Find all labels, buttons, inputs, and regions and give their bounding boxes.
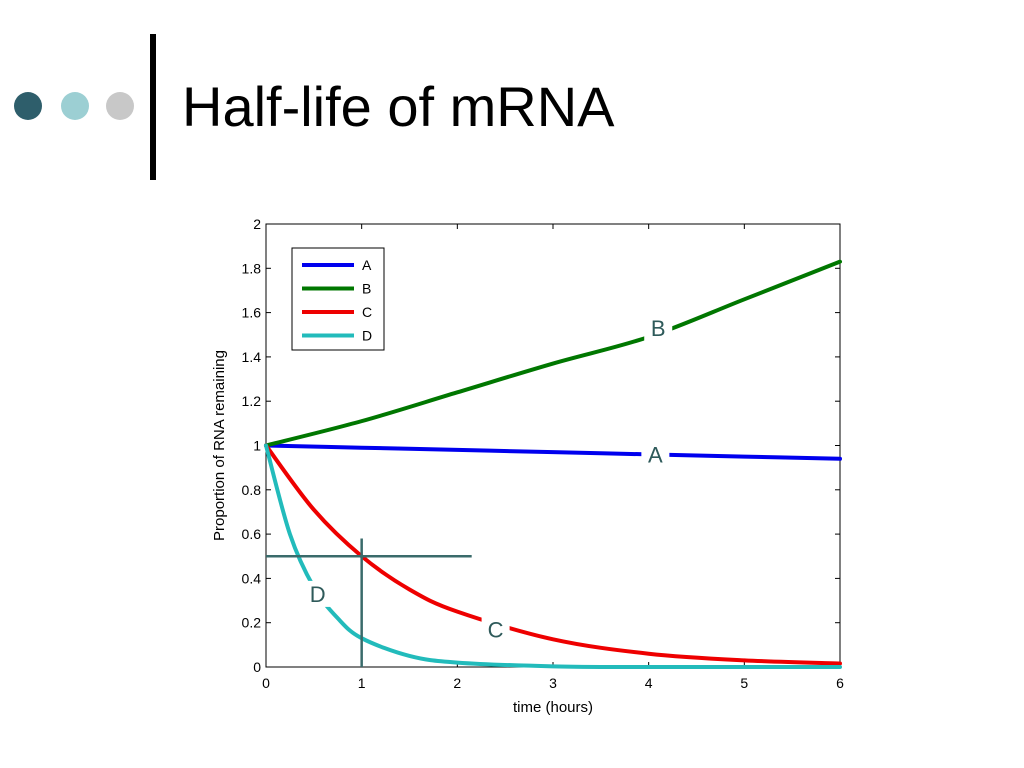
y-tick-label: 1.4 [242,349,262,365]
slide-title: Half-life of mRNA [182,75,615,138]
x-tick-label: 6 [836,675,844,691]
y-tick-label: 1.8 [242,260,262,276]
bullet-dot-gray [106,92,134,120]
plot-area: 0 1 2 3 4 5 6 0 0.2 0.4 0.6 0.8 1 1.2 1.4 1.6 1.8 2 time (… [211,216,844,716]
legend-label-d: D [362,328,372,344]
y-tick-label: 0.4 [242,570,262,586]
slide-bullet-dots [14,92,134,124]
y-tick-label: 2 [253,216,261,232]
y-tick-label: 0.8 [242,482,262,498]
legend-label-c: C [362,304,372,320]
legend-label-a: A [362,257,372,273]
x-tick-label: 5 [740,675,748,691]
bullet-dot-dark [14,92,42,120]
series-label-b: B [651,316,666,341]
legend-label-b: B [362,281,371,297]
title-divider-bar [150,34,156,180]
series-line-a [264,443,842,461]
annotation-knockout [641,441,670,468]
x-tick-label: 1 [358,675,366,691]
x-tick-label: 2 [453,675,461,691]
y-tick-label: 1.6 [242,305,262,321]
y-tick-label: 1.2 [242,393,262,409]
x-tick-label: 0 [262,675,270,691]
series-label-c: C [488,617,504,642]
annotation-knockout [644,315,673,342]
y-tick-label: 0.6 [242,526,262,542]
x-tick-label: 4 [645,675,653,691]
y-tick-label: 1 [253,438,261,454]
x-axis-label: time (hours) [513,699,593,716]
series-label-a: A [648,442,663,467]
y-axis-label: Proportion of RNA remaining [211,350,228,541]
bullet-dot-light [61,92,89,120]
annotation-knockout [481,616,510,643]
annotation-knockout [303,580,332,607]
y-tick-label: 0 [253,659,261,675]
y-tick-label: 0.2 [242,615,262,631]
series-label-d: D [310,582,326,607]
series-line-b [264,259,842,448]
series-line-d [264,443,842,670]
series-line-c [264,443,842,666]
x-tick-label: 3 [549,675,557,691]
